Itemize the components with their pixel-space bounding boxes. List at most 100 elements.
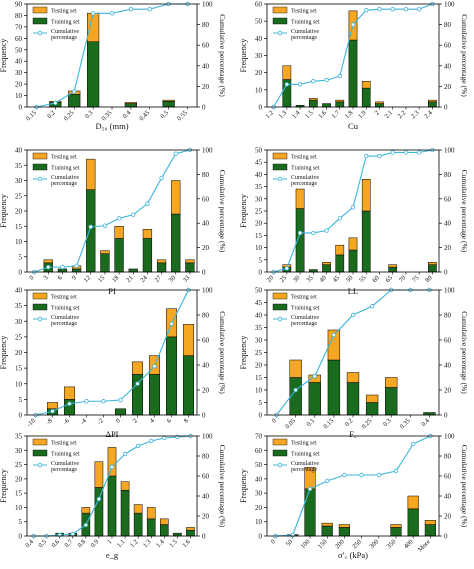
y-tick-label: 20 [255, 362, 263, 370]
y-tick-label: 15 [255, 232, 263, 240]
cumulative-line [275, 435, 431, 537]
legend-marker-cumulative [37, 30, 43, 36]
bar-training [361, 210, 371, 273]
bar-training [335, 101, 345, 108]
legend-label-cumulative: Cumulative [51, 29, 79, 35]
x-tick-label: 400 [403, 538, 415, 550]
x-tick-label: 0.4 [420, 417, 431, 428]
legend-label-cumulative: Cumulative [51, 175, 79, 181]
legend-label-testing: Testing set [291, 441, 317, 447]
legend-swatch-training [272, 163, 288, 171]
x-tick-label: 27 [153, 274, 163, 284]
bar-testing [131, 361, 144, 375]
bar-testing [375, 101, 384, 104]
bar-testing [365, 394, 379, 403]
x-tick-label: -2 [96, 417, 105, 426]
y-tick-label: 15 [15, 223, 23, 231]
legend-swatch-testing [32, 292, 48, 300]
y-axis-label: Frequency [239, 469, 248, 503]
y2-axis-label: Cumulative percentage (%) [218, 14, 227, 97]
x-tick-label: 1.2 [129, 538, 140, 549]
y2-axis-label: Cumulative percentage (%) [460, 14, 469, 97]
y2-tick-label: 60 [202, 473, 210, 481]
x-tick-label: 0.25 [361, 417, 374, 430]
cumulative-point [337, 216, 342, 221]
legend-swatch-testing [32, 438, 48, 446]
x-tick-label: 1.8 [344, 109, 355, 120]
bar-testing [308, 98, 318, 101]
x-tick-label: 12 [83, 274, 93, 284]
y2-axis-label: Cumulative percentage (%) [460, 311, 469, 394]
y-tick-label: 35 [255, 324, 263, 332]
x-tick-label: 0.3 [84, 109, 95, 120]
x-tick-label: -10 [26, 417, 37, 428]
x-tick-label: 0.45 [138, 109, 151, 122]
x-tick-label: 300 [368, 538, 380, 550]
legend-swatch-testing [272, 292, 288, 300]
bar-testing [282, 65, 292, 80]
y2-tick-label: 100 [444, 433, 455, 441]
bar-training [148, 374, 161, 416]
x-tick-label: 2.2 [397, 109, 408, 120]
bar-testing [100, 250, 110, 254]
x-tick-label: 24 [139, 274, 149, 284]
x-tick-label: 30 [168, 274, 178, 284]
cumulative-point [311, 230, 316, 236]
y-tick-label: 50 [255, 287, 263, 295]
y2-tick-label: 0 [202, 533, 206, 541]
x-tick-label: 25 [279, 274, 289, 284]
y-axis-label: Frequency [0, 469, 8, 503]
x-tick-label: 2.3 [410, 109, 421, 120]
bar-testing [185, 259, 195, 264]
legend-label-cumulative-2: percentage [291, 35, 317, 41]
bar-training [156, 262, 167, 273]
x-tick-label: 200 [334, 538, 346, 550]
cumulative-point [359, 472, 364, 478]
cumulative-point [67, 401, 72, 406]
bar-testing [86, 158, 96, 190]
bar-training [142, 238, 153, 273]
cumulative-point [74, 263, 79, 269]
bar-training [335, 254, 345, 273]
y2-tick-label: 100 [202, 433, 213, 441]
y-tick-label: 25 [15, 192, 23, 200]
y-tick-label: 0 [259, 412, 263, 420]
x-tick-label: 1.4 [155, 538, 166, 549]
legend-label-testing: Testing set [51, 9, 77, 15]
x-tick-label: 65 [385, 274, 395, 284]
x-tick-label: 3 [42, 274, 49, 281]
legend-swatch-training [32, 163, 48, 171]
bar-training [124, 103, 137, 108]
cumulative-point [169, 321, 174, 326]
y-tick-label: 45 [255, 299, 263, 307]
cumulative-point [50, 409, 55, 414]
x-tick-label: 1.3 [142, 538, 153, 549]
y2-tick-label: 20 [444, 387, 452, 395]
cumulative-point [109, 11, 115, 16]
y2-tick-label: 20 [444, 83, 452, 91]
y-tick-label: 0 [19, 412, 23, 420]
y2-tick-label: 20 [444, 513, 452, 521]
legend-swatch-training [272, 449, 288, 457]
bar-training [186, 530, 195, 537]
y2-tick-label: 60 [444, 195, 452, 203]
y-tick-label: 0 [19, 533, 23, 541]
x-tick-label: 80 [424, 274, 434, 284]
x-tick-label: 2 [374, 109, 381, 116]
x-tick-label: 15 [97, 274, 107, 284]
cumulative-point [411, 441, 416, 447]
cumulative-point [342, 472, 347, 478]
bar-training [322, 103, 331, 108]
legend-label-cumulative-2: percentage [291, 321, 317, 327]
cumulative-point [403, 6, 409, 12]
bar-testing [63, 386, 76, 400]
x-tick-label: 35 [305, 274, 315, 284]
x-tick-label: 1.5 [168, 538, 179, 549]
y-tick-label: 20 [15, 349, 23, 357]
cumulative-point [364, 7, 369, 13]
bar-training [327, 359, 341, 416]
bar-testing [388, 264, 398, 268]
y2-tick-label: 20 [202, 83, 210, 91]
legend-swatch-testing [272, 438, 288, 446]
y-tick-label: 60 [255, 447, 263, 455]
